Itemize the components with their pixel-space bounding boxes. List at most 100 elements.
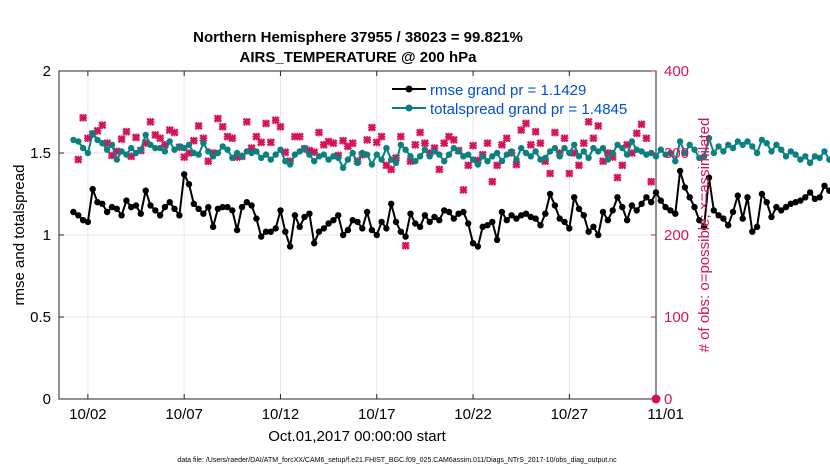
totalspread-point [479,153,486,160]
y-axis-left-ticks: 0 0.5 1 1.5 2 [30,63,64,408]
rmse-point [99,200,106,207]
totalspread-point [233,149,241,157]
totalspread-point [749,143,756,150]
obs-assimilated-marker [295,132,304,141]
rmse-point [628,202,636,209]
obs-assimilated-marker [367,123,376,132]
obs-assimilated-marker [632,129,641,138]
totalspread-point [493,149,501,157]
totalspread-point [253,148,260,155]
rmse-point [392,218,400,226]
y-right-tick-label: 300 [664,145,689,162]
x-tick-label: 10/02 [69,406,107,423]
totalspread-point [431,148,438,155]
totalspread-point [441,158,448,165]
obs-assimilated-marker [521,119,531,128]
totalspread-point [460,153,467,160]
y-right-tick-label: 400 [664,63,689,80]
totalspread-point [70,136,77,144]
y-left-tick-label: 0.5 [30,309,51,326]
rmse-point [75,212,82,219]
totalspread-point [450,144,457,152]
totalspread-point [311,158,318,165]
obs-assimilated-marker [348,139,357,148]
totalspread-point [185,141,193,148]
y-right-tick-label: 0 [664,391,672,408]
obs-assimilated-marker [131,133,141,142]
rmse-point [662,203,669,211]
totalspread-point [739,141,746,148]
totalspread-point [590,144,597,152]
totalspread-point [484,158,491,165]
totalspread-point [826,156,830,163]
obs-assimilated-marker [488,177,497,186]
rmse-point [152,207,159,214]
obs-assimilated-marker [449,135,458,144]
totalspread-point [585,154,592,162]
totalspread-point [465,151,472,158]
totalspread-point [609,149,616,157]
rmse-point [638,200,645,207]
totalspread-point [652,153,660,160]
rmse-point [696,217,703,224]
x-axis-label: Oct.01,2017 00:00:00 start [268,428,446,445]
rmse-point [580,212,587,219]
rmse-point [739,215,746,222]
rmse-point [325,220,332,227]
rmse-series [70,167,830,250]
totalspread-point [349,149,356,157]
obs-assimilated-marker [242,117,251,126]
rmse-point [455,210,462,217]
rmse-point [363,208,371,216]
rmse-point [123,197,130,204]
totalspread-point [325,156,332,163]
totalspread-point [513,156,520,163]
obs-assimilated-marker [560,134,569,143]
rmse-point [532,215,539,222]
legend: rmse grand pr = 1.1429 totalspread grand… [392,82,627,118]
totalspread-point [518,144,525,152]
totalspread-point [267,156,274,163]
totalspread-point [137,146,144,153]
rmse-point [811,195,819,203]
totalspread-point [243,148,250,155]
totalspread-point [753,149,761,157]
obs-assimilated-marker [228,134,237,143]
totalspread-point [113,156,121,163]
obs-assimilated-marker [329,139,338,148]
x-axis-ticks: 10/02 10/07 10/12 10/17 10/22 10/27 11/01 [69,71,684,423]
totalspread-point [282,158,289,165]
totalspread-point [388,156,395,163]
totalspread-point [575,153,583,160]
totalspread-point [214,149,222,157]
x-tick-label: 10/22 [454,406,492,423]
rmse-point [705,174,713,181]
rmse-point [657,197,664,204]
totalspread-point [734,138,741,145]
rmse-point [575,205,583,212]
rmse-point [469,240,477,247]
rmse-point [546,190,554,198]
rmse-point [79,217,87,224]
rmse-point [335,212,342,219]
totalspread-point [330,153,337,160]
obs-assimilated-marker [550,128,559,137]
rmse-point [113,205,121,212]
rmse-point [243,199,250,206]
totalspread-point [566,149,573,157]
rmse-point [508,212,515,219]
totalspread-point [84,149,92,157]
obs-assimilated-marker [574,161,584,170]
totalspread-point [354,159,361,166]
totalspread-point [489,153,496,160]
totalspread-point [474,161,482,168]
y-axis-left-label: rmse and totalspread [11,165,28,306]
rmse-point [460,208,467,216]
totalspread-point [623,151,631,158]
totalspread-point [720,148,727,155]
rmse-point [566,225,573,232]
totalspread-point [142,131,149,139]
totalspread-point [527,153,534,160]
obs-assimilated-marker [416,128,425,137]
totalspread-point [200,140,207,147]
